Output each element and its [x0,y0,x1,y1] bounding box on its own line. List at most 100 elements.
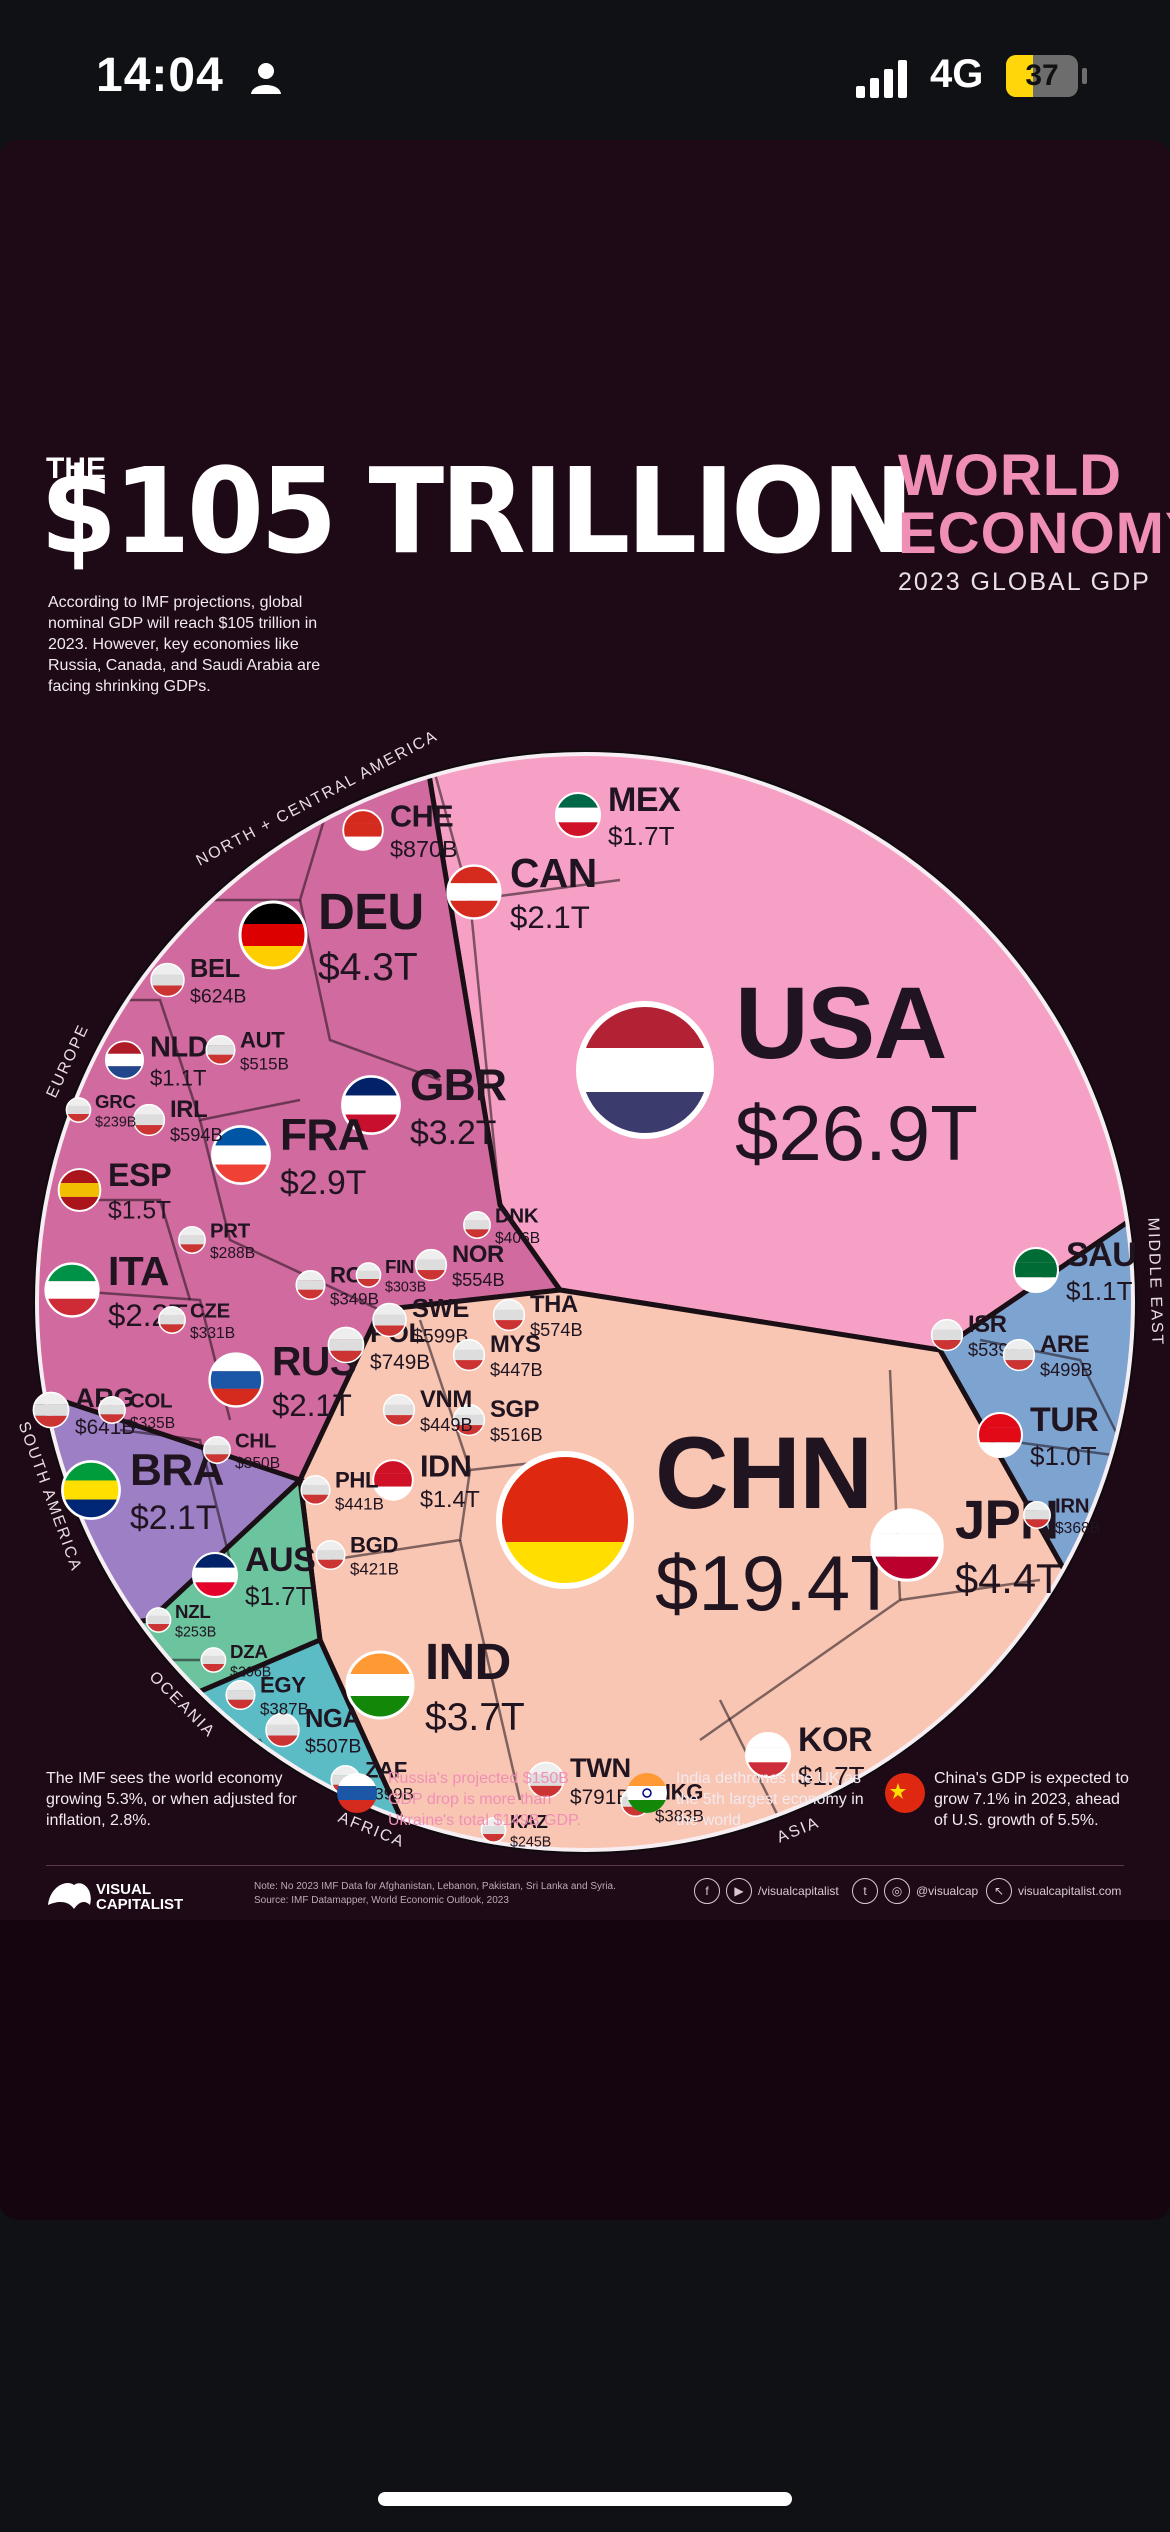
flag-stripe [481,1817,506,1826]
cell-border [298,899,441,1082]
country-ind: IND $3.7T [345,1633,525,1739]
flag-nzl-icon [146,1607,171,1633]
flag-stripe [296,1270,325,1281]
website-link[interactable]: visualcapitalist.com [1018,1884,1122,1898]
image-bottom-area [0,1920,1170,2220]
flag-ring [61,1460,121,1520]
flag-col-icon [98,1396,126,1424]
flag-stripe [383,1404,415,1416]
country-code-label: ITA [108,1248,169,1294]
country-code-label: GBR [410,1061,506,1110]
flag-stripe [45,1281,99,1299]
flag-stripe [66,1105,91,1115]
flag-stripe [201,1647,226,1656]
visual-capitalist-logo-icon [48,1883,91,1909]
footnote-source: Source: IMF Datamapper, World Economic O… [254,1895,509,1906]
flag-stripe [201,1655,226,1665]
flag-twn-icon [528,1762,564,1798]
country-value-label: $4.3T [318,946,418,989]
flag-stripe [1003,1349,1035,1361]
flag-stripe [453,1360,485,1371]
country-nld: NLD$1.1T [104,1032,209,1091]
country-code-label: MYS [490,1331,541,1358]
country-value-label: $599B [412,1326,468,1348]
subtitle-year: 2023 GLOBAL GDP [898,568,1151,596]
flag-ring [104,1040,145,1080]
country-value-label: $749B [370,1351,430,1374]
country-value-label: $507B [305,1736,361,1758]
flag-stripe [1003,1360,1035,1371]
country-code-label: CHE [390,799,453,833]
country-kaz: KAZ $245B [480,1811,551,1851]
social-handle-visualcapitalist[interactable]: /visualcapitalist [758,1884,839,1898]
flag-ring [208,1352,264,1408]
footer-note-india: India dethrones the UK as the 5th larges… [676,1770,864,1829]
country-nzl: NZL $253B [145,1601,216,1641]
flag-stripe [356,1262,381,1271]
country-code-label: NOR [452,1241,504,1268]
country-esp: ESP $1.5T [57,1157,172,1225]
cell-border [198,1119,381,1312]
country-code-label: BEL [190,955,240,983]
country-aut: AUT $515B [205,1027,289,1074]
country-value-label: $499B [1040,1360,1093,1380]
country-code-label: ARE [1040,1331,1089,1358]
flag-chl-icon [203,1436,231,1464]
battery-icon: 37 [1006,55,1078,97]
cursor-icon[interactable]: ↖ [986,1878,1012,1904]
region-label-middle-east: MIDDLE EAST [1144,1217,1165,1346]
country-value-label: $303B [385,1280,426,1296]
flag-ring [1023,1501,1051,1529]
country-code-label: KAZ [510,1811,548,1832]
country-code-label: USA [735,966,946,1080]
flag-ring [327,1326,365,1364]
flag-stripe [158,1324,186,1334]
facebook-icon[interactable]: f [694,1878,720,1904]
flag-stripe [343,823,383,837]
flag-stripe [1023,1519,1051,1529]
country-idn: IDN $1.4T [372,1449,480,1512]
flag-rou-icon [296,1270,325,1300]
flag-prt-icon [178,1226,206,1254]
flag-stripe [58,1183,101,1197]
country-value-label: $1.0T [1030,1441,1097,1471]
country-code-label: FIN [385,1256,414,1277]
flag-stripe [347,1674,413,1696]
country-twn: TWN $791B [527,1752,631,1809]
flag-stripe [1023,1510,1051,1520]
instagram-icon[interactable]: ◎ [884,1878,910,1904]
country-value-label: $406B [495,1230,540,1247]
flag-ring [1002,1338,1036,1372]
country-value-label: $641B [75,1416,135,1439]
flag-ring [341,1075,401,1135]
home-indicator[interactable] [378,2492,792,2506]
flag-stripe [33,1392,69,1405]
social-handle-visualcap[interactable]: @visualcap [916,1884,979,1898]
country-value-label: $447B [490,1360,543,1380]
flag-ring [44,1262,100,1318]
country-egy: EGY $387B [225,1672,309,1719]
country-aus: AUS$1.7T [192,1541,316,1611]
country-prt: PRT $288B [178,1221,255,1262]
flag-ring [132,1103,166,1137]
flag-stripe [301,1475,330,1486]
flag-stripe [373,1303,406,1315]
flag-ring [372,1459,414,1501]
youtube-icon[interactable]: ▶ [726,1878,752,1904]
country-code-label: AUT [240,1027,285,1052]
twitter-icon[interactable]: t [852,1878,878,1904]
flag-stripe [98,1396,126,1406]
flag-grc-icon [66,1097,91,1123]
flag-stripe [316,1550,345,1560]
country-value-label: $383B [655,1807,704,1826]
country-dza: DZA $206B [200,1641,271,1681]
country-code-label: THA [530,1291,578,1318]
country-code-label: DEU [318,883,423,940]
cell-border [899,1578,1041,1602]
flag-stripe [203,1454,231,1464]
flag-stripe [178,1244,206,1254]
flag-fin-icon [356,1262,381,1288]
flag-stripe [66,1097,91,1106]
country-code-label: PHL [335,1467,378,1492]
flag-stripe [266,1735,299,1747]
